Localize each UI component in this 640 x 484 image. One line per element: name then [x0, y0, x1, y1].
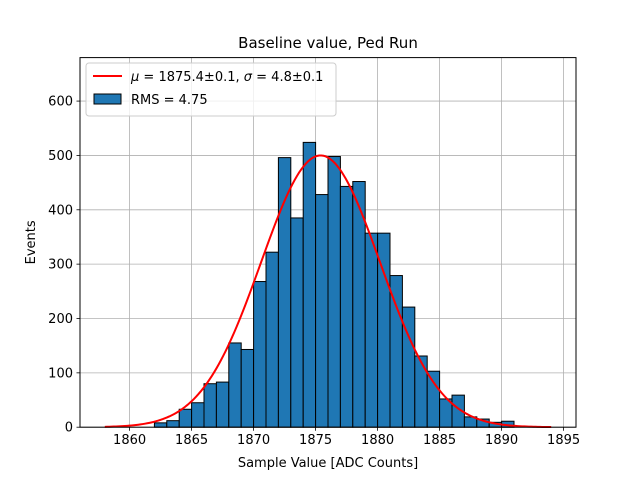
- y-tick-label: 0: [65, 421, 73, 436]
- histogram-bar: [166, 420, 180, 428]
- histogram-bar: [265, 251, 279, 428]
- x-tick-label: 1870: [237, 433, 270, 448]
- x-tick-label: 1880: [361, 433, 394, 448]
- y-tick-label: 400: [48, 203, 73, 218]
- y-tick-label: 200: [48, 312, 73, 327]
- y-axis-ticks: 0 100 200 300 400 500 600: [48, 95, 80, 436]
- histogram-bar: [253, 281, 267, 428]
- histogram-bar: [228, 342, 242, 428]
- histogram-bar: [277, 157, 292, 428]
- histogram-bar: [240, 348, 255, 428]
- histogram-bar: [414, 355, 428, 428]
- fit-curve-group: [104, 154, 552, 429]
- histogram-bar: [178, 408, 193, 428]
- histogram-bar: [203, 383, 217, 428]
- histogram-bar: [327, 156, 341, 428]
- legend-histogram-swatch: [93, 93, 122, 105]
- histogram-bar: [439, 398, 453, 428]
- legend: μ = 1875.4±0.1, σ = 4.8±0.1 RMS = 4.75: [85, 62, 337, 117]
- x-axis-ticks: 1860 1865 1870 1875 1880 1885 1890 1895: [113, 427, 580, 448]
- y-axis-label: Events: [24, 220, 39, 264]
- x-axis-label: Sample Value [ADC Counts]: [238, 456, 418, 471]
- histogram-bar: [315, 194, 329, 428]
- x-tick-label: 1875: [299, 433, 332, 448]
- histogram-bar: [302, 141, 317, 428]
- legend-fit-label: μ = 1875.4±0.1, σ = 4.8±0.1: [130, 70, 323, 85]
- x-tick-label: 1865: [175, 433, 208, 448]
- histogram-bar: [339, 185, 354, 428]
- y-tick-label: 300: [48, 258, 73, 273]
- legend-mu-value: = 1875.4±0.1,: [139, 70, 243, 85]
- legend-mu-symbol: μ: [130, 70, 139, 85]
- histogram-bar: [191, 402, 205, 428]
- histogram-bar: [426, 370, 441, 428]
- chart-title: Baseline value, Ped Run: [238, 34, 418, 52]
- legend-histogram-label: RMS = 4.75: [131, 93, 208, 108]
- legend-sigma-symbol: σ: [244, 70, 253, 85]
- histogram-bar: [364, 232, 379, 428]
- x-tick-label: 1890: [485, 433, 518, 448]
- histogram-bar: [215, 381, 230, 428]
- gaussian-fit-curve: [104, 154, 552, 429]
- y-tick-label: 600: [48, 95, 73, 110]
- x-tick-label: 1860: [113, 433, 146, 448]
- histogram-bar: [153, 422, 168, 428]
- y-tick-label: 100: [48, 366, 73, 381]
- x-tick-label: 1885: [423, 433, 456, 448]
- plot-frame: [79, 57, 577, 428]
- y-tick-label: 500: [48, 149, 73, 164]
- histogram-bar: [389, 275, 403, 428]
- legend-box: [85, 62, 337, 117]
- histogram-bar: [290, 217, 304, 428]
- legend-sigma-value: = 4.8±0.1: [252, 70, 323, 85]
- x-tick-label: 1895: [547, 433, 580, 448]
